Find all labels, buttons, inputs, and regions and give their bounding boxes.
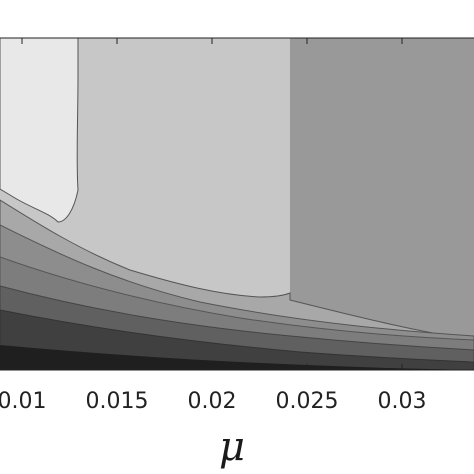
contour-level-medium-gray xyxy=(290,38,474,345)
x-tick-label-3: 0.025 xyxy=(276,389,339,414)
x-tick-label-0: 0.01 xyxy=(0,389,46,414)
contour-level-black xyxy=(0,345,474,370)
x-tick-label-4: 0.03 xyxy=(378,389,427,414)
x-tick-label-1: 0.015 xyxy=(86,389,149,414)
x-axis-label: μ xyxy=(219,424,245,470)
x-tick-label-2: 0.02 xyxy=(188,389,237,414)
plot-area xyxy=(0,37,474,371)
x-axis-ticks xyxy=(21,38,403,370)
contour-level-lightest xyxy=(0,37,79,223)
